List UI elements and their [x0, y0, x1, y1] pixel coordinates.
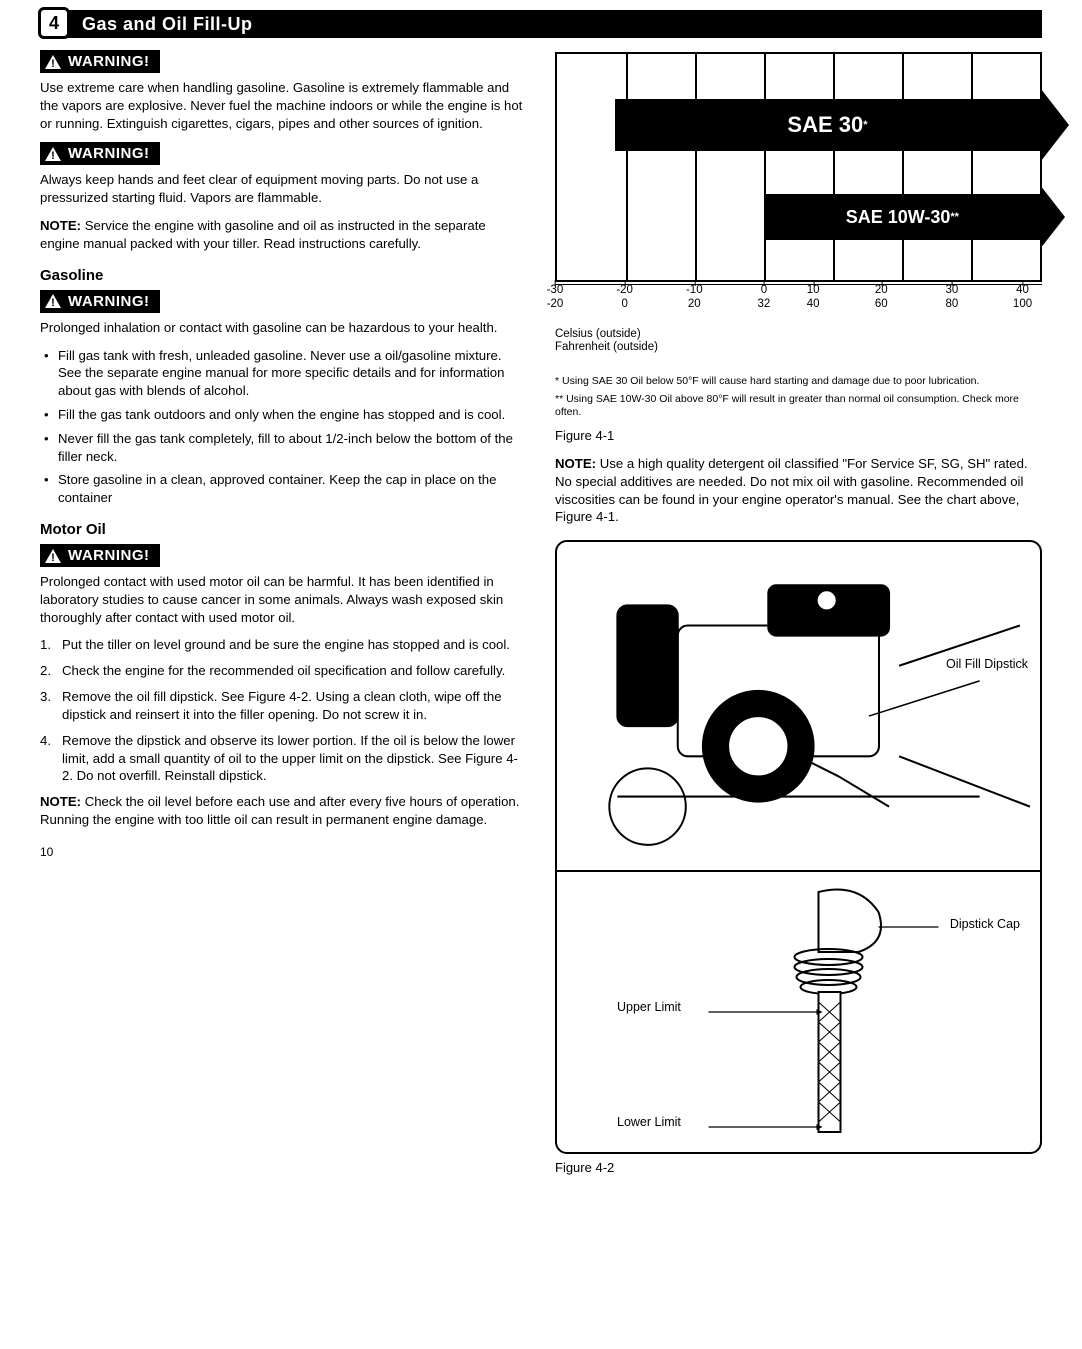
chart-gridline [695, 54, 697, 280]
temp-tick: 40100 [1013, 284, 1032, 310]
oil-grade-arrow: SAE 10W-30** [765, 194, 1040, 240]
chart-gridline [833, 54, 835, 280]
temp-tick: -1020 [686, 284, 703, 310]
callout-lower-limit: Lower Limit [617, 1115, 681, 1129]
gas-bullet: Fill gas tank with fresh, unleaded gasol… [40, 347, 527, 400]
note-1-text: Service the engine with gasoline and oil… [40, 218, 486, 251]
oil-viscosity-chart: SAE 30* SAE 10W-30** [555, 52, 1042, 282]
callout-dipstick-cap: Dipstick Cap [950, 917, 1020, 931]
warning-label-4-text: WARNING! [68, 547, 150, 564]
oil-grade-arrow: SAE 30* [615, 99, 1040, 151]
warning-1-body: Use extreme care when handling gasoline.… [40, 79, 527, 132]
warning-label-3: ! WARNING! [40, 290, 160, 313]
chart-gridline [626, 54, 628, 280]
callout-oil-fill-dipstick: Oil Fill Dipstick [946, 657, 1028, 671]
chart-gridline [764, 54, 766, 280]
note-1: NOTE: Service the engine with gasoline a… [40, 217, 527, 253]
two-column-layout: ! WARNING! Use extreme care when handlin… [40, 50, 1042, 1175]
step-num: 1. [40, 636, 62, 654]
chart-footnote-1: * Using SAE 30 Oil below 50°F will cause… [555, 375, 1042, 389]
temp-tick: -30-20 [547, 284, 564, 310]
warning-label-1: ! WARNING! [40, 50, 160, 73]
temp-tick: 2060 [875, 284, 888, 310]
chart-gridline [902, 54, 904, 280]
left-column: ! WARNING! Use extreme care when handlin… [40, 50, 527, 1175]
step-text: Check the engine for the recommended oil… [62, 662, 505, 680]
warning-label-2-text: WARNING! [68, 145, 150, 162]
warning-icon: ! [44, 293, 62, 309]
note-1-label: NOTE: [40, 218, 81, 233]
gas-bullet: Never fill the gas tank completely, fill… [40, 430, 527, 466]
gas-bullet: Store gasoline in a clean, approved cont… [40, 471, 527, 507]
gas-bullet: Fill the gas tank outdoors and only when… [40, 406, 527, 424]
temp-tick: 032 [758, 284, 771, 310]
temperature-axis: -30-20-200-102003210402060308040100 [555, 284, 1042, 334]
note-3: NOTE: Use a high quality detergent oil c… [555, 455, 1042, 526]
step-num: 4. [40, 732, 62, 785]
gasoline-title: Gasoline [40, 267, 527, 284]
step-num: 3. [40, 688, 62, 724]
note-3-label: NOTE: [555, 456, 596, 471]
figure-4-2-upper: Oil Fill Dipstick [557, 542, 1040, 872]
figure-4-2-panel: Oil Fill Dipstick [555, 540, 1042, 1154]
note-2-text: Check the oil level before each use and … [40, 794, 519, 827]
warning-icon: ! [44, 146, 62, 162]
warning-label-2: ! WARNING! [40, 142, 160, 165]
right-column: SAE 30*SAE 10W-30** -30-20-200-102003210… [555, 50, 1042, 1175]
page-root: 4 Gas and Oil Fill-Up ! WARNING! Use ext… [0, 0, 1082, 1195]
arrowhead-icon [1040, 185, 1065, 249]
step-text: Remove the dipstick and observe its lowe… [62, 732, 527, 785]
figure-4-2-caption: Figure 4-2 [555, 1160, 1042, 1175]
temp-tick: -200 [616, 284, 633, 310]
warning-label-3-text: WARNING! [68, 293, 150, 310]
note-2-label: NOTE: [40, 794, 81, 809]
temp-tick: 3080 [945, 284, 958, 310]
chart-footnote-2: ** Using SAE 10W-30 Oil above 80°F will … [555, 393, 1042, 420]
callout-upper-limit: Upper Limit [617, 1000, 681, 1014]
figure-4-2-lower: Dipstick Cap Upper Limit Lower Limit [557, 872, 1040, 1152]
section-header-bar: 4 Gas and Oil Fill-Up [40, 10, 1042, 38]
oil-viscosity-chart-wrap: SAE 30*SAE 10W-30** -30-20-200-102003210… [555, 52, 1042, 443]
oil-step: 2.Check the engine for the recommended o… [40, 662, 527, 680]
svg-text:!: ! [51, 297, 55, 309]
oil-step: 1.Put the tiller on level ground and be … [40, 636, 527, 654]
page-number: 10 [40, 845, 527, 859]
warning-label-4: ! WARNING! [40, 544, 160, 567]
svg-text:!: ! [51, 552, 55, 564]
svg-text:!: ! [51, 150, 55, 162]
step-text: Remove the oil fill dipstick. See Figure… [62, 688, 527, 724]
oil-step: 3.Remove the oil fill dipstick. See Figu… [40, 688, 527, 724]
oil-step: 4.Remove the dipstick and observe its lo… [40, 732, 527, 785]
step-num: 2. [40, 662, 62, 680]
svg-text:!: ! [51, 58, 55, 70]
section-number: 4 [49, 13, 59, 34]
note-2: NOTE: Check the oil level before each us… [40, 793, 527, 829]
scale-label-f: Fahrenheit (outside) [555, 341, 1042, 353]
warning-2-body: Always keep hands and feet clear of equi… [40, 171, 527, 207]
chart-gridline [971, 54, 973, 280]
arrowhead-icon [1041, 89, 1069, 161]
note-3-text: Use a high quality detergent oil classif… [555, 456, 1028, 524]
figure-4-1-caption: Figure 4-1 [555, 428, 1042, 443]
warning-4-body: Prolonged contact with used motor oil ca… [40, 573, 527, 626]
section-title: Gas and Oil Fill-Up [82, 14, 253, 35]
temp-tick: 1040 [807, 284, 820, 310]
warning-icon: ! [44, 54, 62, 70]
motor-oil-title: Motor Oil [40, 521, 527, 538]
warning-label-1-text: WARNING! [68, 53, 150, 70]
engine-illustration [557, 542, 1040, 870]
warning-3-body: Prolonged inhalation or contact with gas… [40, 319, 527, 337]
warning-icon: ! [44, 548, 62, 564]
section-number-box: 4 [38, 7, 70, 39]
step-text: Put the tiller on level ground and be su… [62, 636, 510, 654]
